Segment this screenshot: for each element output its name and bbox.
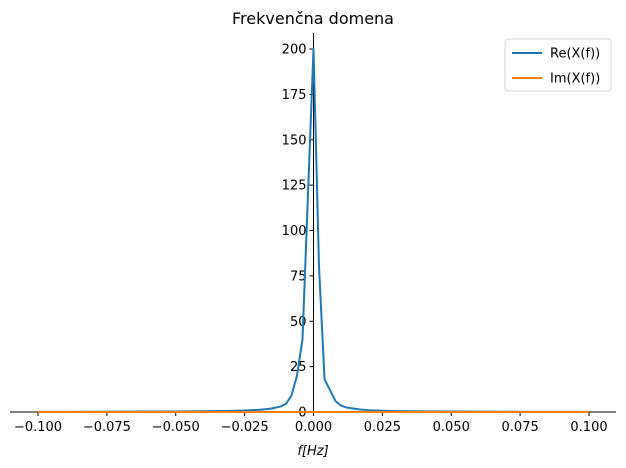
- x-tick-label: −0.100: [14, 420, 62, 435]
- x-tick-label: 0.050: [433, 420, 470, 435]
- y-tick-label: 125: [282, 179, 307, 194]
- chart-title: Frekvenčna domena: [232, 9, 394, 28]
- x-tick-label: −0.050: [152, 420, 200, 435]
- x-tick-label: 0.000: [295, 420, 332, 435]
- x-tick-label: 0.100: [570, 420, 607, 435]
- y-tick-label: 200: [282, 43, 307, 58]
- x-tick-label: 0.025: [364, 420, 401, 435]
- x-tick-label: 0.075: [502, 420, 539, 435]
- legend: Re(X(f)) Im(X(f)): [504, 38, 612, 92]
- y-tick-label: 150: [282, 133, 307, 148]
- y-tick-label: 175: [282, 88, 307, 103]
- x-tick-label: −0.025: [221, 420, 269, 435]
- y-tick-label: 75: [290, 269, 307, 284]
- legend-label-im: Im(X(f)): [550, 72, 600, 87]
- series-layer: [38, 48, 589, 413]
- x-axis-label: f[Hz]: [297, 444, 328, 459]
- x-tick-label: −0.075: [83, 420, 131, 435]
- axes: −0.100 −0.075 −0.050 −0.025 0.000 0.025 0.050 0…: [10, 33, 616, 435]
- y-tick-label: 100: [282, 224, 307, 239]
- legend-label-re: Re(X(f)): [550, 47, 600, 62]
